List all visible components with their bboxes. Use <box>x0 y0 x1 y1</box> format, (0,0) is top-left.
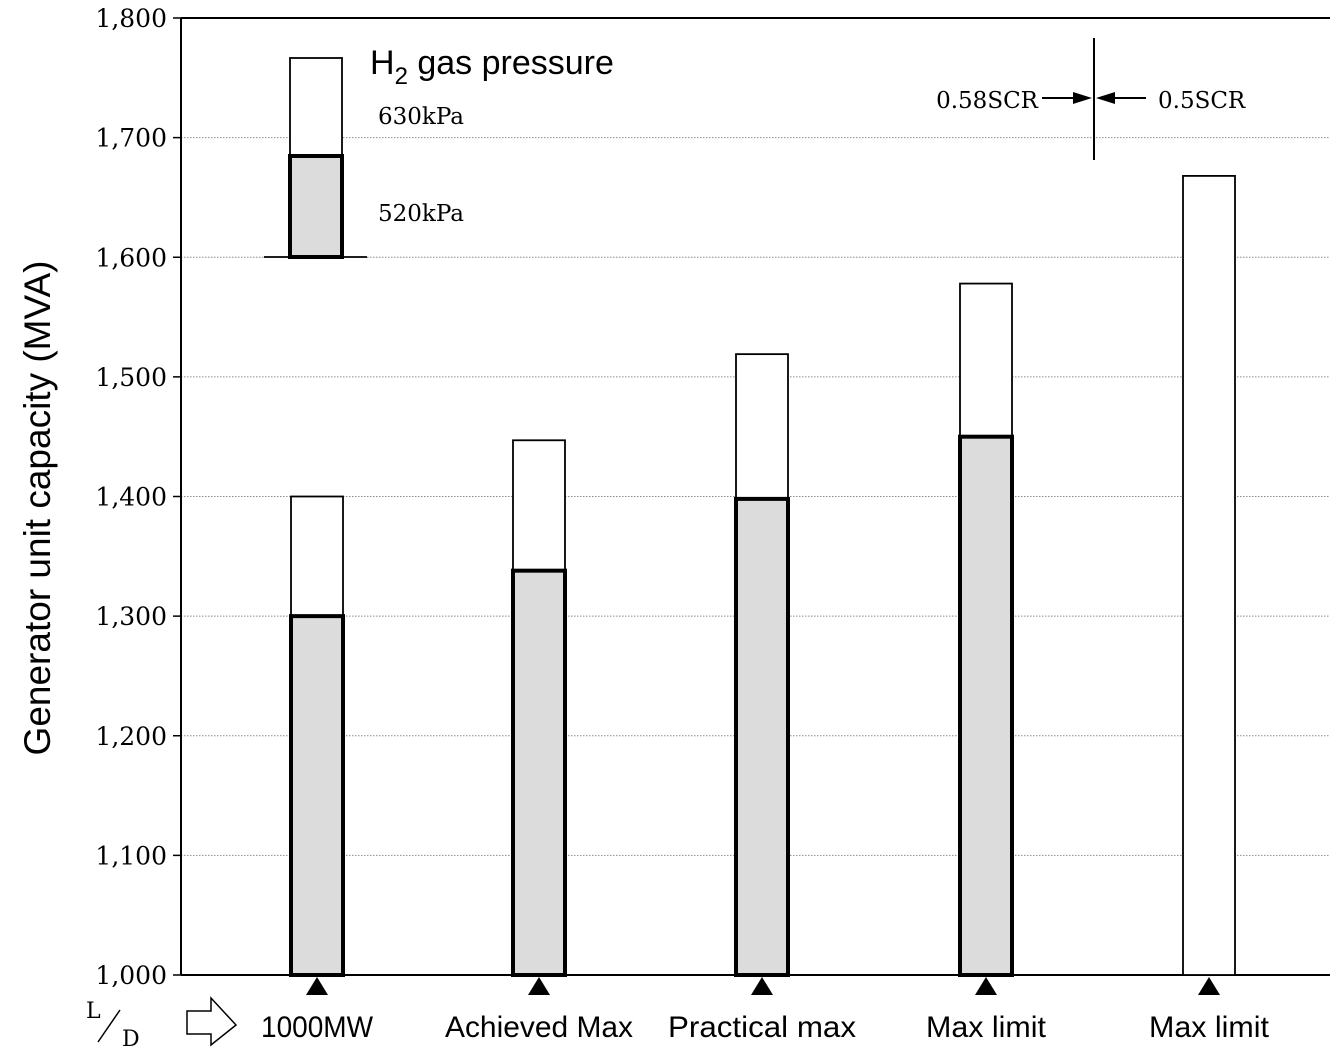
category-marker-icon <box>975 977 997 995</box>
right-arrow-icon <box>186 996 238 1047</box>
legend-swatch <box>264 57 367 259</box>
scr-annotation: 0.58SCR 0.5SCR <box>936 38 1246 160</box>
ld-label: L D <box>86 999 140 1048</box>
bar-520kpa <box>958 434 1014 977</box>
x-categories: 1000MW Achieved Max Practical max Max limit… <box>261 977 1270 1044</box>
y-tick-label: 1,300 <box>95 602 167 631</box>
ld-label-bottom: D <box>122 1027 140 1048</box>
bars <box>289 175 1236 977</box>
scr-left-label: 0.58SCR <box>936 88 1039 114</box>
category-marker-icon <box>751 977 773 995</box>
y-tick-label: 1,600 <box>95 243 167 272</box>
legend: H2 gas pressure 630kPa 520kPa <box>264 44 614 259</box>
category-label: Achieved Max <box>445 1011 633 1044</box>
legend-title: H2 gas pressure <box>370 44 614 90</box>
y-tick-label: 1,500 <box>95 363 167 392</box>
bar-520kpa <box>289 614 345 977</box>
y-tick-label: 1,700 <box>95 124 167 153</box>
category-label: Max limit <box>1149 1011 1270 1044</box>
y-tick-label: 1,800 <box>95 4 167 33</box>
scr-right-label: 0.5SCR <box>1158 88 1246 114</box>
ld-slash <box>97 1009 121 1043</box>
y-axis-label: Generator unit capacity (MVA) <box>17 261 58 756</box>
bar-520kpa <box>511 568 567 977</box>
y-tick-label: 1,100 <box>95 841 167 870</box>
y-tick-label: 1,400 <box>95 483 167 512</box>
bar-630kpa <box>1182 175 1236 976</box>
category-label: 1000MW <box>261 1011 374 1044</box>
y-tick-label: 1,000 <box>95 961 167 990</box>
y-tick-label: 1,200 <box>95 722 167 751</box>
y-tick-labels: 1,000 1,100 1,200 1,300 1,400 1,500 1,600 1,700… <box>95 4 181 990</box>
category-marker-icon <box>1198 977 1220 995</box>
legend-swatch-520 <box>288 154 344 259</box>
legend-label-520: 520kPa <box>378 201 464 227</box>
scr-right-arrow-icon <box>1096 92 1115 104</box>
legend-label-630: 630kPa <box>378 104 464 130</box>
scr-left-arrow-icon <box>1073 92 1092 104</box>
bar-520kpa <box>734 496 790 977</box>
category-label: Max limit <box>926 1011 1047 1044</box>
ld-label-top: L <box>86 999 101 1024</box>
category-marker-icon <box>528 977 550 995</box>
category-label: Practical max <box>668 1011 856 1044</box>
category-marker-icon <box>306 977 328 995</box>
